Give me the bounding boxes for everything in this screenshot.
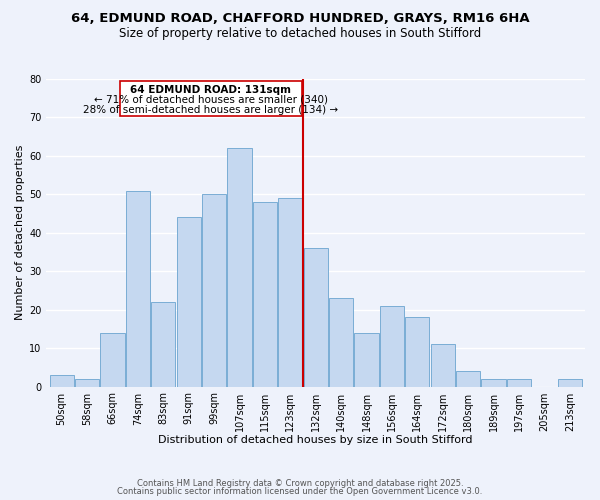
Bar [227, 148, 251, 386]
Bar [202, 194, 226, 386]
Text: Contains public sector information licensed under the Open Government Licence v3: Contains public sector information licen… [118, 488, 482, 496]
Bar [75, 379, 99, 386]
Bar [176, 218, 201, 386]
Text: Size of property relative to detached houses in South Stifford: Size of property relative to detached ho… [119, 28, 481, 40]
Bar [481, 379, 506, 386]
Bar [304, 248, 328, 386]
X-axis label: Distribution of detached houses by size in South Stifford: Distribution of detached houses by size … [158, 435, 473, 445]
Bar [126, 190, 150, 386]
Text: ← 71% of detached houses are smaller (340): ← 71% of detached houses are smaller (34… [94, 94, 328, 104]
Bar [380, 306, 404, 386]
Text: 64 EDMUND ROAD: 131sqm: 64 EDMUND ROAD: 131sqm [130, 85, 292, 95]
Bar [100, 333, 125, 386]
Bar [253, 202, 277, 386]
Bar [329, 298, 353, 386]
Bar [405, 318, 430, 386]
Bar [507, 379, 531, 386]
Bar [151, 302, 175, 386]
Text: Contains HM Land Registry data © Crown copyright and database right 2025.: Contains HM Land Registry data © Crown c… [137, 478, 463, 488]
Bar [431, 344, 455, 387]
Bar [456, 371, 480, 386]
Bar [278, 198, 302, 386]
Bar [355, 333, 379, 386]
FancyBboxPatch shape [120, 81, 302, 116]
Bar [557, 379, 582, 386]
Bar [50, 375, 74, 386]
Text: 64, EDMUND ROAD, CHAFFORD HUNDRED, GRAYS, RM16 6HA: 64, EDMUND ROAD, CHAFFORD HUNDRED, GRAYS… [71, 12, 529, 26]
Y-axis label: Number of detached properties: Number of detached properties [15, 145, 25, 320]
Text: 28% of semi-detached houses are larger (134) →: 28% of semi-detached houses are larger (… [83, 104, 338, 115]
